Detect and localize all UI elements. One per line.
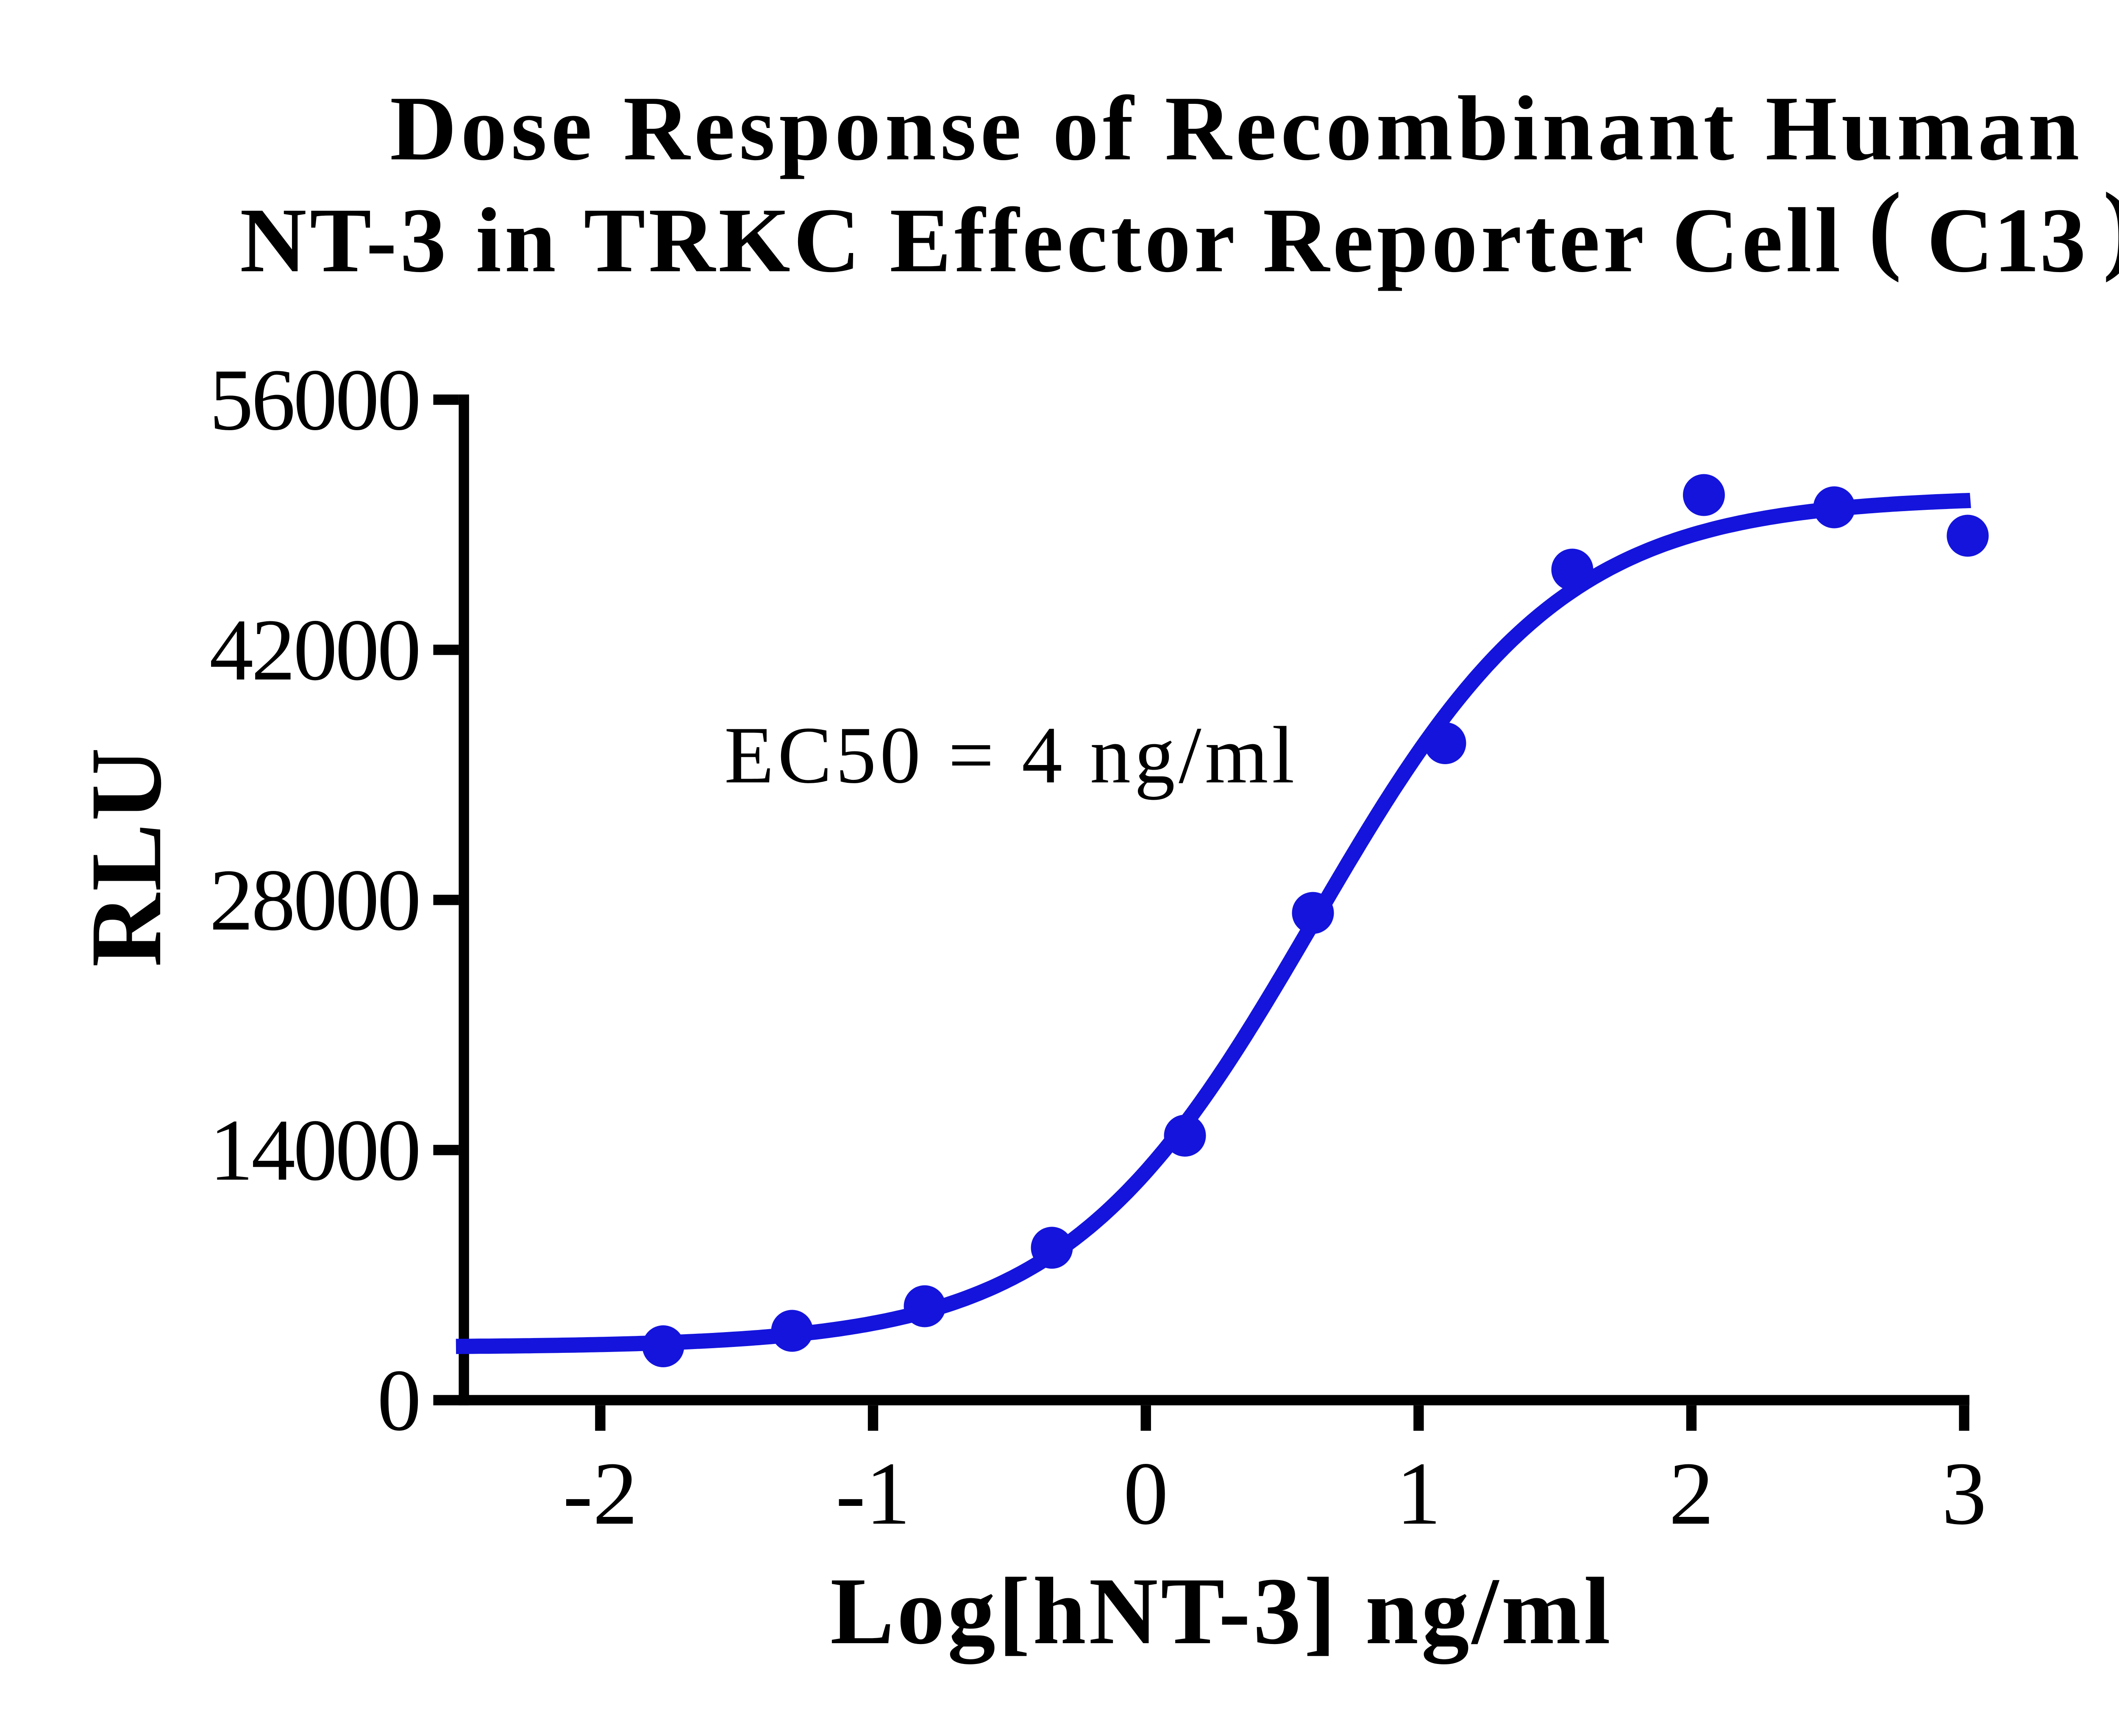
svg-text:Dose Response of Recombinant H: Dose Response of Recombinant Human <box>390 78 2083 180</box>
svg-text:28000: 28000 <box>209 851 419 949</box>
svg-text:0: 0 <box>1123 1444 1168 1543</box>
svg-text:2: 2 <box>1669 1444 1714 1543</box>
svg-text:3: 3 <box>1942 1444 1987 1543</box>
svg-text:-1: -1 <box>836 1444 911 1543</box>
svg-text:0: 0 <box>377 1352 419 1449</box>
svg-text:42000: 42000 <box>209 601 419 698</box>
svg-text:RLU: RLU <box>70 745 182 967</box>
svg-text:NT-3 in TRKC Effector Reporter: NT-3 in TRKC Effector Reporter Cell(C13) <box>240 172 2119 292</box>
svg-text:1: 1 <box>1396 1444 1441 1543</box>
svg-text:Log[hNT-3] ng/ml: Log[hNT-3] ng/ml <box>830 1558 1613 1664</box>
svg-text:-2: -2 <box>563 1444 638 1543</box>
svg-text:56000: 56000 <box>209 351 419 448</box>
svg-text:EC50 = 4 ng/ml: EC50 = 4 ng/ml <box>724 710 1298 800</box>
svg-text:14000: 14000 <box>209 1101 419 1199</box>
